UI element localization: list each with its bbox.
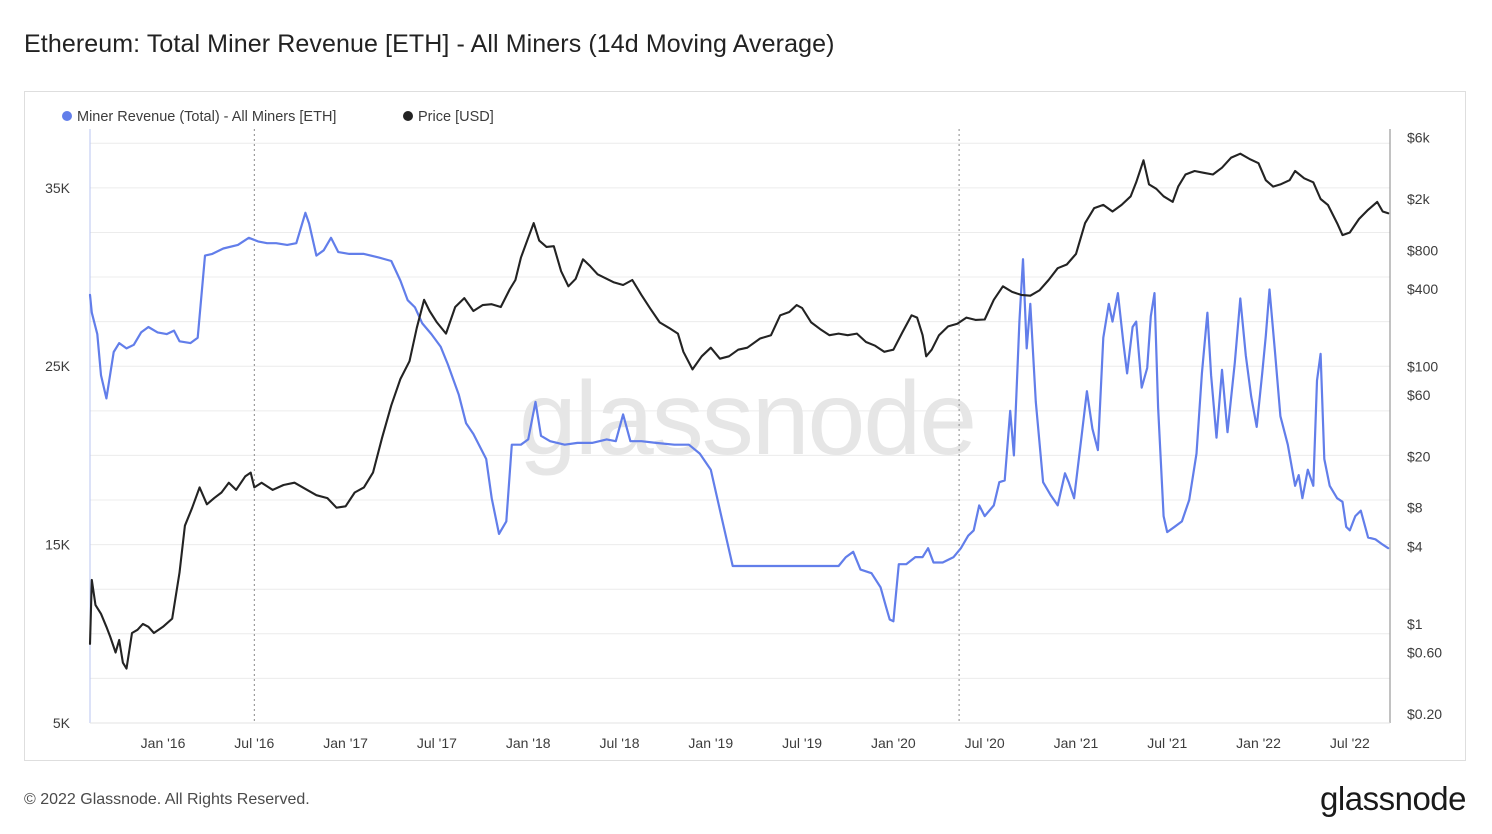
left-axis-tick-label: 5K [53, 715, 71, 731]
copyright-text: © 2022 Glassnode. All Rights Reserved. [24, 791, 310, 808]
x-axis-tick-label: Jul '17 [417, 735, 457, 751]
right-axis-tick-label: $2k [1407, 191, 1431, 207]
chart[interactable]: glassnode 5K 15K 25K 35K $0.20 $0.60 $1 $4 $8 $20… [25, 92, 1465, 760]
right-axis-tick-label: $6k [1407, 130, 1431, 146]
right-axis-tick-label: $20 [1407, 448, 1431, 464]
legend-label-revenue: Miner Revenue (Total) - All Miners [ETH] [77, 109, 336, 125]
right-axis-tick-label: $0.20 [1407, 706, 1442, 722]
legend[interactable]: Miner Revenue (Total) - All Miners [ETH]… [62, 109, 494, 125]
x-axis-tick-label: Jul '22 [1330, 735, 1370, 751]
legend-label-price: Price [USD] [418, 109, 494, 125]
left-axis-tick-label: 35K [45, 180, 71, 196]
x-axis-tick-label: Jan '21 [1054, 735, 1099, 751]
x-axis-tick-label: Jan '17 [323, 735, 368, 751]
x-axis-tick-label: Jul '21 [1147, 735, 1187, 751]
legend-dot-price [403, 111, 413, 121]
x-axis-tick-label: Jan '19 [688, 735, 733, 751]
axes: 5K 15K 25K 35K $0.20 $0.60 $1 $4 $8 $20 $60 $100 $40… [45, 129, 1442, 751]
brand-logo: glassnode [1320, 780, 1466, 817]
x-axis-tick-label: Jan '16 [141, 735, 186, 751]
chart-panel: glassnode 5K 15K 25K 35K $0.20 $0.60 $1 $4 $8 $20… [24, 91, 1466, 761]
x-axis-tick-label: Jan '22 [1236, 735, 1281, 751]
watermark-text: glassnode [519, 361, 975, 477]
x-axis-tick-label: Jul '18 [599, 735, 639, 751]
right-axis-tick-label: $100 [1407, 359, 1438, 375]
left-axis-tick-label: 15K [45, 537, 71, 553]
right-axis-tick-label: $4 [1407, 538, 1423, 554]
right-axis-tick-label: $800 [1407, 242, 1438, 258]
legend-item-price[interactable]: Price [USD] [403, 109, 494, 125]
x-axis-tick-label: Jan '20 [871, 735, 916, 751]
legend-item-revenue[interactable]: Miner Revenue (Total) - All Miners [ETH] [62, 109, 336, 125]
event-lines [253, 129, 960, 723]
right-axis-tick-label: $400 [1407, 281, 1438, 297]
right-axis-tick-label: $0.60 [1407, 644, 1442, 660]
x-axis-tick-label: Jul '16 [234, 735, 274, 751]
right-axis-tick-label: $8 [1407, 500, 1423, 516]
chart-title: Ethereum: Total Miner Revenue [ETH] - Al… [24, 30, 835, 58]
left-axis-tick-label: 25K [45, 358, 71, 374]
legend-dot-revenue [62, 111, 72, 121]
x-axis-tick-label: Jan '18 [506, 735, 551, 751]
x-axis-tick-label: Jul '19 [782, 735, 822, 751]
right-axis-tick-label: $60 [1407, 387, 1431, 403]
series-line-miner-revenue[interactable] [88, 211, 1390, 623]
series[interactable] [88, 152, 1390, 670]
right-axis-tick-label: $1 [1407, 616, 1423, 632]
gridlines [90, 142, 1390, 724]
x-axis-tick-label: Jul '20 [965, 735, 1005, 751]
series-line-price[interactable] [88, 152, 1390, 670]
